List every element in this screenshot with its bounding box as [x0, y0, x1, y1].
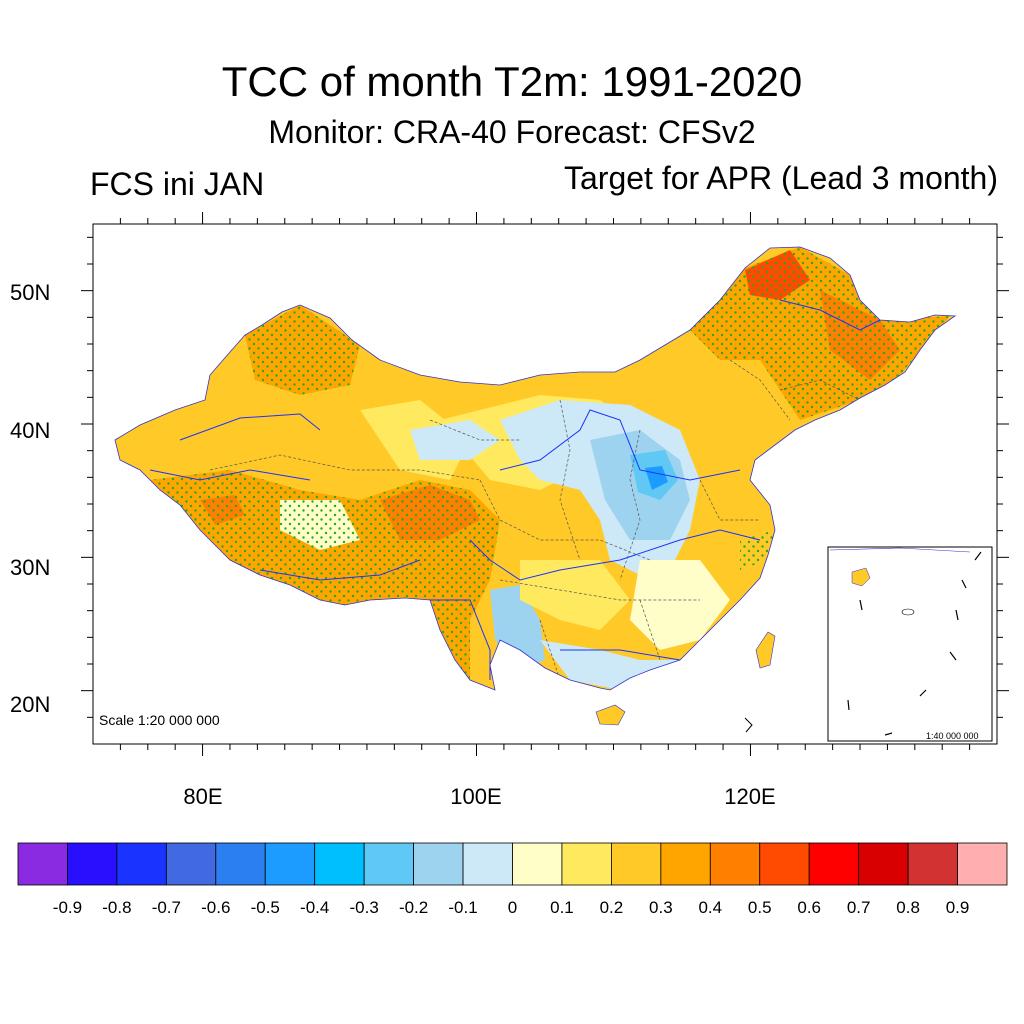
colorbar-tick-label: -0.3 [350, 898, 379, 917]
colorbar-tick-label: -0.1 [448, 898, 477, 917]
colorbar-tick-label: 0.6 [797, 898, 821, 917]
target-label: Target for APR (Lead 3 month) [564, 160, 998, 196]
colorbar-swatch [165, 842, 217, 886]
colorbar-swatch [116, 842, 167, 886]
colorbar-swatch [314, 842, 365, 886]
colorbar-labels: -0.9 -0.8 -0.7 -0.6 -0.5 -0.4 -0.3 -0.2 -0.1 0 0.1… [53, 898, 970, 917]
colorbar-tick-label: 0.8 [896, 898, 920, 917]
figure-subtitle: Monitor: CRA-40 Forecast: CFSv2 [268, 114, 756, 150]
boundary-dash [744, 717, 753, 733]
colorbar-tick-label: 0.2 [600, 898, 624, 917]
colorbar-tick-label: 0.7 [847, 898, 871, 917]
lon-label-100e: 100E [450, 784, 501, 809]
lat-label-20n: 20N [10, 692, 50, 717]
colorbar-tick-label: -0.5 [251, 898, 280, 917]
lat-label-50n: 50N [10, 280, 50, 305]
tcc-field [115, 247, 955, 690]
colorbar-tick-label: -0.4 [300, 898, 329, 917]
colorbar-swatch [17, 842, 68, 886]
south-china-sea-inset: 1:40 000 000 [827, 546, 993, 742]
colorbar-tick-label: -0.8 [102, 898, 131, 917]
figure-title: TCC of month T2m: 1991-2020 [221, 58, 803, 105]
colorbar-swatch [215, 842, 266, 886]
inset-scale-text: 1:40 000 000 [926, 731, 979, 741]
colorbar-swatch [363, 842, 414, 886]
colorbar-tick-label: -0.7 [152, 898, 181, 917]
colorbar-tick-label: 0.3 [649, 898, 673, 917]
colorbar-swatch [759, 842, 810, 886]
colorbar-tick-label: -0.9 [53, 898, 82, 917]
lon-label-120e: 120E [724, 784, 775, 809]
colorbar-swatch [957, 842, 1008, 886]
colorbar-swatch [709, 842, 761, 886]
colorbar-swatch [660, 842, 711, 886]
initialization-label: FCS ini JAN [90, 166, 265, 202]
colorbar-swatch [67, 842, 118, 886]
axis-ticks [81, 212, 1009, 756]
lat-label-30n: 30N [10, 555, 50, 580]
colorbar-tick-label: -0.6 [201, 898, 230, 917]
lat-label-40n: 40N [10, 418, 50, 443]
colorbar-swatch [808, 842, 860, 886]
colorbar-tick-label: 0.5 [748, 898, 772, 917]
colorbar-swatch [611, 842, 662, 886]
colorbar-swatch [413, 842, 464, 886]
colorbar-swatch [561, 842, 612, 886]
hainan-island [595, 704, 626, 726]
colorbar-swatch [462, 842, 513, 886]
colorbar-swatch [907, 842, 958, 886]
colorbar [17, 842, 1008, 886]
colorbar-tick-label: 0.9 [946, 898, 970, 917]
colorbar-swatch [858, 842, 909, 886]
lon-label-80e: 80E [183, 784, 222, 809]
scale-text: Scale 1:20 000 000 [99, 712, 220, 728]
colorbar-swatch [264, 842, 316, 886]
colorbar-tick-label: -0.2 [399, 898, 428, 917]
colorbar-tick-label: 0.1 [550, 898, 574, 917]
colorbar-swatch [512, 842, 563, 886]
colorbar-tick-label: 0.4 [698, 898, 722, 917]
colorbar-tick-label: 0 [508, 898, 517, 917]
taiwan-island [755, 631, 776, 669]
